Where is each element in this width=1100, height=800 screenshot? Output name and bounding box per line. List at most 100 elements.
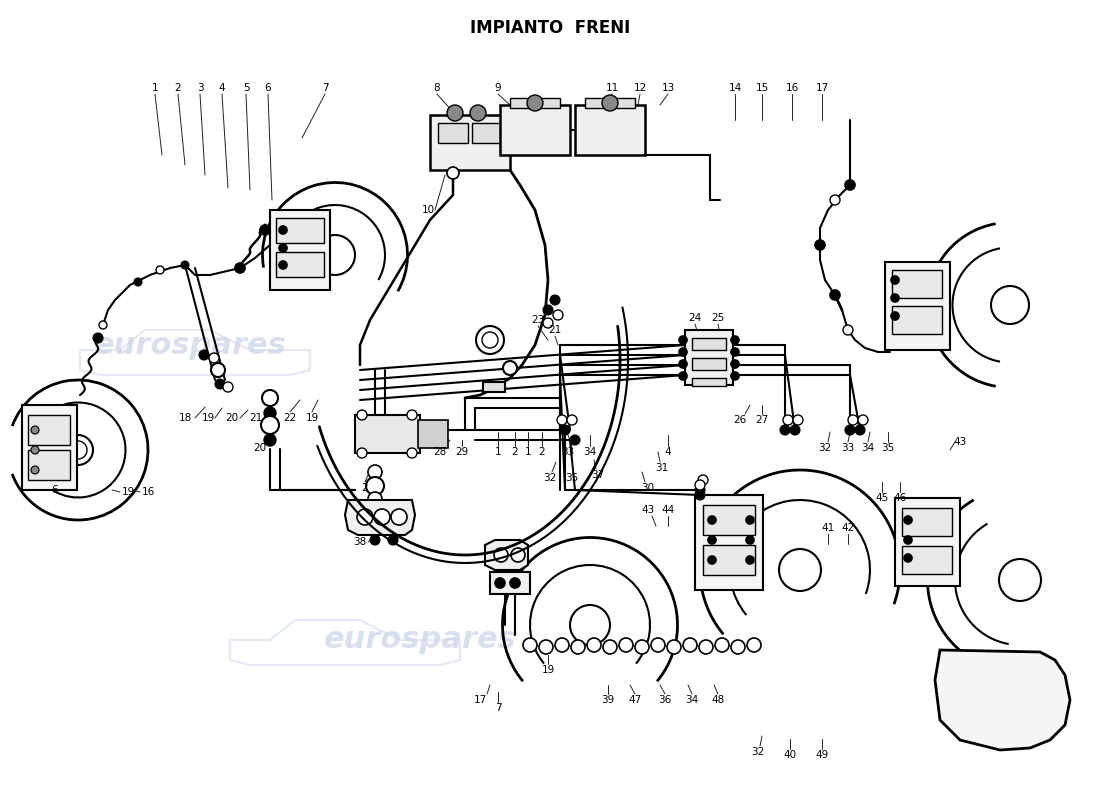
- Text: 36: 36: [659, 695, 672, 705]
- Text: 33: 33: [561, 447, 574, 457]
- Circle shape: [830, 290, 840, 300]
- Bar: [430, 115, 510, 170]
- Text: 27: 27: [756, 415, 769, 425]
- Text: 40: 40: [783, 750, 796, 760]
- Circle shape: [527, 95, 543, 111]
- Text: 1: 1: [525, 447, 531, 457]
- Circle shape: [783, 415, 793, 425]
- Text: 33: 33: [842, 443, 855, 453]
- Text: eurospares: eurospares: [323, 626, 516, 654]
- Text: 10: 10: [421, 205, 434, 215]
- Text: 15: 15: [756, 83, 769, 93]
- Circle shape: [815, 240, 825, 250]
- Text: 35: 35: [881, 443, 894, 453]
- Bar: [276, 218, 324, 243]
- Circle shape: [211, 363, 226, 377]
- Circle shape: [732, 372, 739, 380]
- Circle shape: [512, 548, 525, 562]
- Circle shape: [156, 266, 164, 274]
- Circle shape: [368, 465, 382, 479]
- Circle shape: [667, 640, 681, 654]
- Circle shape: [843, 325, 852, 335]
- Circle shape: [279, 261, 287, 269]
- Bar: [355, 415, 420, 453]
- Circle shape: [732, 348, 739, 356]
- Circle shape: [635, 640, 649, 654]
- Circle shape: [31, 426, 38, 434]
- Text: 20: 20: [253, 443, 266, 453]
- Text: 18: 18: [178, 413, 191, 423]
- Circle shape: [470, 105, 486, 121]
- Text: 9: 9: [495, 83, 502, 93]
- Circle shape: [619, 638, 632, 652]
- Text: 2: 2: [362, 483, 369, 493]
- Text: 2: 2: [539, 447, 546, 457]
- Circle shape: [793, 415, 803, 425]
- Bar: [418, 420, 448, 448]
- Circle shape: [407, 410, 417, 420]
- Circle shape: [390, 509, 407, 525]
- Circle shape: [279, 226, 287, 234]
- Polygon shape: [345, 500, 415, 535]
- Circle shape: [732, 640, 745, 654]
- Text: 16: 16: [142, 487, 155, 497]
- Text: IMPIANTO  FRENI: IMPIANTO FRENI: [470, 19, 630, 37]
- Bar: [892, 306, 942, 334]
- Circle shape: [679, 336, 688, 344]
- Text: 41: 41: [822, 523, 835, 533]
- Text: 32: 32: [818, 443, 832, 453]
- Text: 21: 21: [549, 325, 562, 335]
- Polygon shape: [935, 650, 1070, 750]
- Circle shape: [261, 416, 279, 434]
- Circle shape: [358, 448, 367, 458]
- Circle shape: [214, 379, 225, 389]
- Circle shape: [358, 410, 367, 420]
- Text: 25: 25: [712, 313, 725, 323]
- Text: 49: 49: [815, 750, 828, 760]
- Circle shape: [539, 640, 553, 654]
- Bar: [695, 495, 763, 590]
- Circle shape: [587, 638, 601, 652]
- Text: 43: 43: [641, 505, 654, 515]
- Bar: [28, 415, 70, 445]
- Circle shape: [746, 536, 754, 544]
- Bar: [692, 338, 726, 350]
- Text: 19: 19: [306, 413, 319, 423]
- Circle shape: [543, 305, 553, 315]
- Bar: [895, 498, 960, 586]
- Circle shape: [370, 504, 379, 514]
- Bar: [886, 262, 950, 350]
- Bar: [703, 545, 755, 575]
- Circle shape: [264, 434, 276, 446]
- Circle shape: [368, 492, 382, 506]
- Text: 14: 14: [728, 83, 741, 93]
- Circle shape: [602, 95, 618, 111]
- Text: 34: 34: [861, 443, 875, 453]
- Circle shape: [695, 490, 705, 500]
- Circle shape: [891, 276, 899, 284]
- Circle shape: [683, 638, 697, 652]
- Circle shape: [522, 638, 537, 652]
- Text: 24: 24: [689, 313, 702, 323]
- Text: 31: 31: [656, 463, 669, 473]
- Text: 6: 6: [265, 83, 272, 93]
- Circle shape: [715, 638, 729, 652]
- Text: 2: 2: [512, 447, 518, 457]
- Text: 38: 38: [353, 537, 366, 547]
- Circle shape: [199, 350, 209, 360]
- Text: 30: 30: [641, 483, 654, 493]
- Circle shape: [891, 294, 899, 302]
- Circle shape: [780, 425, 790, 435]
- Circle shape: [855, 425, 865, 435]
- Circle shape: [223, 382, 233, 392]
- Bar: [685, 330, 733, 385]
- Circle shape: [790, 425, 800, 435]
- Circle shape: [746, 516, 754, 524]
- Text: 35: 35: [565, 473, 579, 483]
- Circle shape: [732, 336, 739, 344]
- Text: 4: 4: [219, 83, 225, 93]
- Circle shape: [560, 425, 570, 435]
- Text: 28: 28: [433, 447, 447, 457]
- Circle shape: [904, 536, 912, 544]
- Circle shape: [848, 415, 858, 425]
